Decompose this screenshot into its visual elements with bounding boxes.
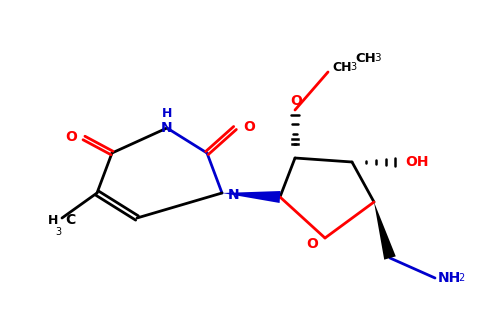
Text: CH: CH bbox=[332, 60, 351, 74]
Text: O: O bbox=[290, 94, 302, 108]
Text: O: O bbox=[306, 237, 318, 251]
Polygon shape bbox=[374, 202, 396, 260]
Text: C: C bbox=[65, 213, 75, 227]
Text: H: H bbox=[162, 107, 172, 120]
Text: OH: OH bbox=[405, 155, 428, 169]
Text: O: O bbox=[65, 130, 77, 144]
Text: 3: 3 bbox=[350, 62, 356, 72]
Polygon shape bbox=[222, 191, 280, 203]
Text: O: O bbox=[243, 120, 255, 134]
Text: 2: 2 bbox=[458, 273, 464, 283]
Text: N: N bbox=[161, 121, 173, 135]
Text: 3: 3 bbox=[374, 53, 380, 63]
Text: H: H bbox=[47, 213, 58, 227]
Text: NH: NH bbox=[438, 271, 461, 285]
Text: CH: CH bbox=[355, 52, 376, 65]
Text: 3: 3 bbox=[55, 227, 61, 237]
Text: N: N bbox=[228, 188, 240, 202]
